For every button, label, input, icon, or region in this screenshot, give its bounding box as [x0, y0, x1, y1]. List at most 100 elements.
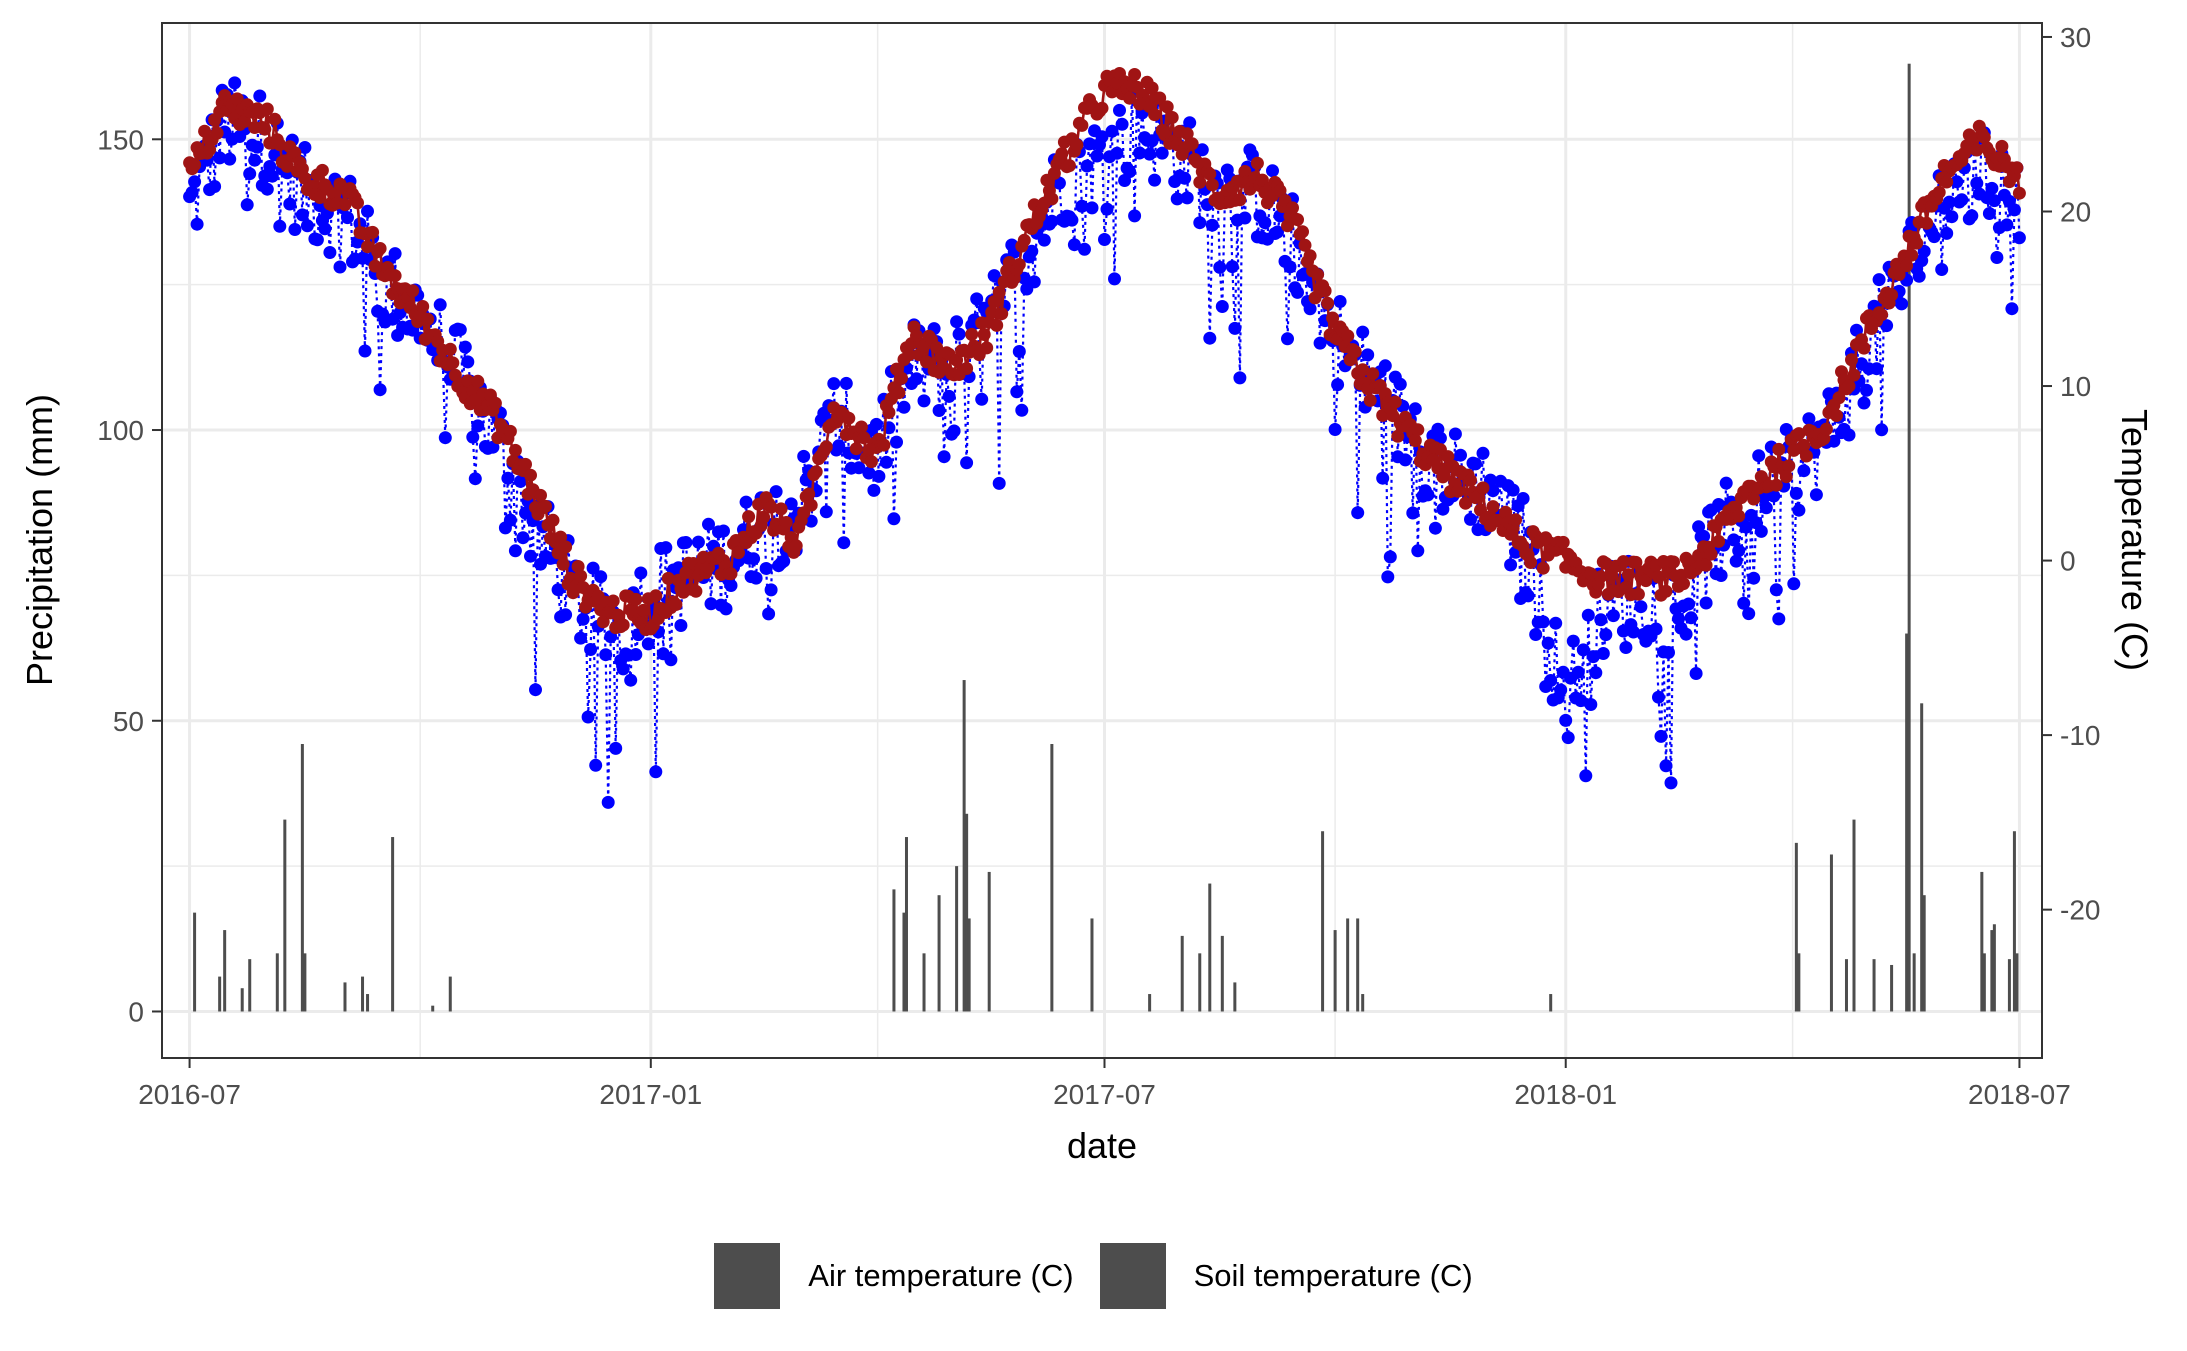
- soil-temperature-point: [611, 608, 625, 622]
- air-temperature-point: [1965, 209, 1979, 223]
- air-temperature-point: [323, 246, 337, 259]
- soil-temperature-point: [280, 159, 294, 173]
- air-temperature-point: [1110, 146, 1124, 160]
- soil-temperature-point: [2010, 161, 2024, 175]
- soil-temperature-point: [1441, 450, 1455, 464]
- soil-temperature-point: [1291, 213, 1304, 227]
- y2-axis-title: Temperature (C): [2114, 409, 2155, 671]
- air-temperature-point: [283, 197, 297, 211]
- precipitation-bar: [366, 994, 370, 1012]
- soil-temperature-point: [1712, 534, 1726, 548]
- air-temperature-point: [461, 355, 475, 369]
- air-temperature-point: [1739, 520, 1753, 534]
- soil-temperature-point: [1363, 393, 1377, 407]
- air-temperature-point: [524, 549, 537, 563]
- air-temperature-point: [960, 456, 974, 470]
- soil-temperature-point: [616, 618, 630, 632]
- air-temperature-point: [1541, 636, 1555, 650]
- air-temperature-point: [1895, 297, 1909, 311]
- soil-temperature-point: [877, 438, 891, 452]
- soil-temperature-point: [288, 146, 302, 160]
- air-temperature-point: [1584, 698, 1598, 711]
- soil-temperature-point: [669, 598, 683, 611]
- soil-temperature-point: [977, 328, 991, 341]
- air-temperature-point: [1692, 520, 1706, 534]
- air-temperature-point: [273, 219, 287, 233]
- air-temperature-point: [717, 524, 730, 538]
- x-axis-title: date: [1067, 1125, 1137, 1166]
- y2-tick-label: -20: [2060, 895, 2100, 926]
- air-temperature-point: [288, 223, 302, 236]
- axes: 2016-07 2017-01 2017-07 2018-01 2018-07 0 50 10…: [97, 22, 2100, 1110]
- x-tick-label: 2018-07: [1968, 1079, 2071, 1110]
- air-temperature-point: [1747, 571, 1761, 585]
- soil-temperature-point: [1629, 555, 1643, 569]
- air-temperature-point: [1115, 117, 1129, 131]
- y2-tick-label: 30: [2060, 22, 2091, 53]
- soil-temperature-point: [1920, 216, 1934, 230]
- air-temperature-point: [1759, 501, 1773, 515]
- soil-temperature-point: [1772, 442, 1786, 456]
- soil-temperature-point: [508, 443, 522, 457]
- air-temperature-point: [769, 485, 783, 499]
- air-temperature-point: [1712, 498, 1726, 511]
- air-temperature-point: [1652, 690, 1665, 704]
- air-temperature-point: [1516, 492, 1530, 505]
- air-temperature-point: [213, 151, 227, 165]
- air-temperature-point: [947, 424, 961, 438]
- soil-temperature-point: [724, 567, 738, 581]
- soil-temperature-point: [649, 589, 663, 603]
- air-temperature-point: [1065, 213, 1079, 227]
- air-temperature-point: [1596, 647, 1610, 660]
- soil-temperature-point: [732, 546, 745, 560]
- y2-tick-label: 20: [2060, 196, 2091, 227]
- air-temperature-point: [890, 435, 903, 449]
- precipitation-bar: [1905, 633, 1909, 1012]
- air-temperature-point: [1594, 613, 1608, 627]
- soil-temperature-point: [461, 374, 475, 388]
- precipitation-bar: [218, 976, 222, 1012]
- soil-temperature-point: [368, 259, 382, 273]
- soil-temperature-point: [1832, 391, 1846, 405]
- air-temperature-point: [1376, 471, 1390, 485]
- soil-temperature-point: [804, 498, 818, 512]
- x-tick-label: 2018-01: [1514, 1079, 1617, 1110]
- air-temperature-point: [1108, 272, 1121, 286]
- air-temperature-point: [1095, 130, 1109, 144]
- air-temperature-point: [1178, 171, 1192, 185]
- precipitation-bar: [1090, 918, 1094, 1012]
- legend-key-soil-temperature: [1099, 1243, 1166, 1309]
- soil-temperature-point: [1348, 345, 1362, 359]
- air-temperature-point: [1123, 165, 1137, 179]
- precipitation-bar: [303, 953, 307, 1012]
- air-temperature-point: [240, 198, 254, 212]
- air-temperature-point: [1719, 476, 1733, 490]
- precipitation-bar: [1992, 924, 1996, 1012]
- air-temperature-point: [869, 417, 883, 431]
- air-temperature-point: [1699, 596, 1713, 610]
- air-temperature-point: [310, 233, 324, 247]
- air-temperature-point: [2000, 218, 2014, 232]
- soil-temperature-point: [1165, 111, 1179, 124]
- air-temperature-point: [599, 648, 613, 662]
- soil-temperature-point: [1970, 143, 1984, 157]
- air-temperature-point: [1283, 260, 1297, 274]
- soil-temperature-point: [539, 499, 552, 513]
- soil-temperature-point: [556, 557, 570, 571]
- air-temperature-point: [1729, 554, 1743, 568]
- air-temperature-point: [759, 562, 773, 575]
- y-tick-label: 150: [97, 124, 144, 155]
- air-temperature-point: [1476, 446, 1490, 460]
- air-temperature-point: [453, 323, 467, 337]
- soil-temperature-point: [1075, 118, 1089, 132]
- air-temperature-point: [1554, 683, 1568, 697]
- air-temperature-point: [1448, 427, 1462, 441]
- precipitation-bar: [1050, 744, 1054, 1012]
- air-temperature-point: [827, 377, 841, 391]
- air-temperature-point: [1015, 403, 1029, 417]
- air-temperature-point: [1689, 667, 1703, 680]
- air-temperature-point: [832, 439, 846, 453]
- air-temperature-point: [1589, 666, 1603, 680]
- air-temperature-point: [1634, 600, 1648, 614]
- air-temperature-point: [1193, 216, 1207, 230]
